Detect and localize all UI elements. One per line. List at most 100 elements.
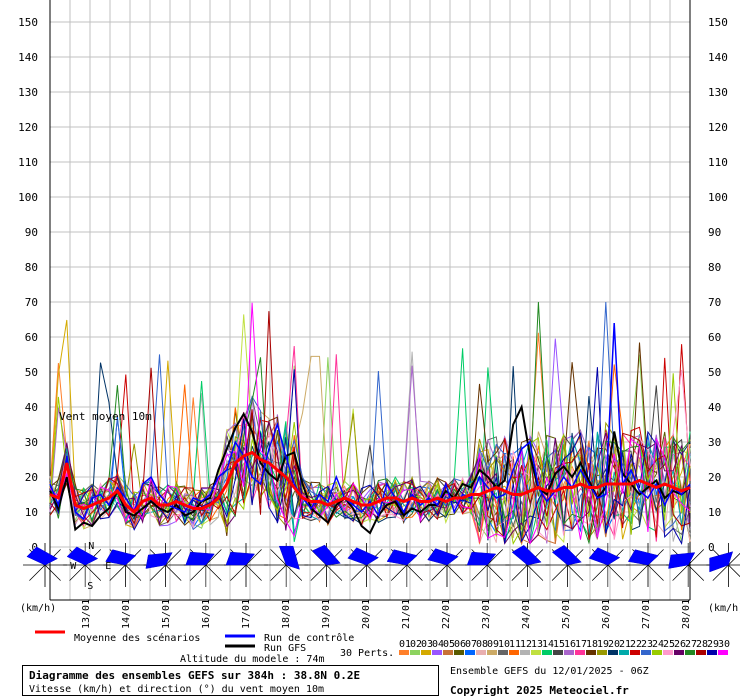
y-tick-label: 130 [18,86,38,99]
y-tick-label: 140 [18,51,38,64]
pert-color-swatch [630,650,640,655]
pert-color-swatch [531,650,541,655]
y-tick-label: 40 [25,401,38,414]
ensemble-run-label: Ensemble GEFS du 12/01/2025 - 06Z [450,666,649,677]
x-tick-label: 19/01 [321,599,332,629]
pert-color-swatch [399,650,409,655]
rose-petal [278,545,300,570]
y-tick-label: 0 [708,541,715,554]
legend: Moyenne des scénarios Run de contrôleRun … [35,630,730,659]
chart-subtitle: Vitesse (km/h) et direction (°) du vent … [29,684,325,695]
rose-petal [185,551,215,566]
pert-color-swatch [707,650,717,655]
pert-color-swatch [520,650,530,655]
pert-color-swatch [652,650,662,655]
wind-rose [706,543,740,587]
y-tick-label: 10 [25,506,38,519]
wind-rose [224,543,268,587]
pert-color-swatch [432,650,442,655]
pert-color-swatch [465,650,475,655]
y-tick-label: 100 [708,191,728,204]
y-tick-label: 140 [708,51,728,64]
y-tick-label: 40 [708,401,721,414]
pert-id-label: 15 [553,639,565,650]
y-tick-label: 120 [708,121,728,134]
wind-rose [264,543,309,587]
y-tick-label: 110 [708,156,728,169]
y-tick-label: 70 [25,296,38,309]
rose-petal [709,551,734,573]
y-tick-label: 50 [25,366,38,379]
wind-rose [183,543,228,587]
wind-rose [23,543,67,587]
pert-id-label: 24 [652,639,664,650]
rose-petal [26,546,59,566]
x-tick-label: 18/01 [281,599,292,629]
pert-series-23 [49,301,691,541]
pert-id-label: 14 [542,639,554,650]
pert-id-label: 23 [641,639,653,650]
pert-color-swatch [575,650,585,655]
y-tick-label: 30 [708,436,721,449]
pert-id-label: 27 [685,639,697,650]
pert-id-label: 07 [465,639,477,650]
wind-rose [626,543,670,587]
wind-rose [384,543,429,587]
pert-series-02 [49,354,691,543]
pert-id-label: 29 [707,639,719,650]
pert-id-label: 20 [608,639,620,650]
wind-roses: N SW E [23,541,740,592]
rose-petal [225,551,256,566]
y-tick-label: 90 [708,226,721,239]
pert-color-swatch [410,650,420,655]
y-tick-label: 30 [25,436,38,449]
pert-id-label: 10 [498,639,510,650]
wind-rose [585,543,630,587]
rose-petal [347,547,380,566]
rose-petal [551,544,582,566]
y-axis-ticks: 0 0 10 10 20 20 30 30 40 40 50 50 60 60 70 70 80 80 90 90 10… [18,16,728,554]
x-tick-label: 17/01 [241,599,252,629]
pert-id-label: 16 [564,639,576,650]
pert-color-swatch [586,650,596,655]
wind-rose [505,543,550,587]
compass-label: N [88,541,94,552]
wind-rose [304,543,349,587]
pert-color-swatch [619,650,629,655]
pert-series-30 [49,302,691,544]
y-tick-label: 80 [25,261,38,274]
y-unit-left: (km/h) [20,603,56,614]
series-line-1 [49,322,691,521]
y-tick-label: 120 [18,121,38,134]
y-tick-label: 110 [18,156,38,169]
x-tick-label: 21/01 [401,599,412,629]
rose-petal [66,546,99,566]
info-box: Diagramme des ensembles GEFS sur 384h : … [22,665,439,696]
rose-petal [668,552,696,569]
pert-color-swatch [542,650,552,655]
y-tick-label: 90 [25,226,38,239]
compass-label: S [87,581,93,592]
y-tick-label: 60 [708,331,721,344]
pert-color-swatch [553,650,563,655]
pert-id-label: 30 [718,639,730,650]
compass-label: E [105,561,111,572]
pert-id-label: 01 [399,639,411,650]
y-tick-label: 50 [708,366,721,379]
pert-color-swatch [421,650,431,655]
series-line-2 [49,403,691,535]
pert-id-label: 03 [421,639,433,650]
x-tick-label: 27/01 [641,599,652,629]
y-tick-label: 20 [25,471,38,484]
copyright-label: Copyright 2025 Meteociel.fr [450,684,629,697]
pert-id-label: 09 [487,639,499,650]
y-tick-label: 130 [708,86,728,99]
inner-chart-label: Vent moyen 10m [59,410,152,423]
pert-color-swatch [608,650,618,655]
rose-petal [627,549,659,566]
x-tick-label: 20/01 [361,599,372,629]
wind-rose [344,543,389,587]
x-tick-label: 15/01 [161,599,172,629]
pert-color-swatch [597,650,607,655]
